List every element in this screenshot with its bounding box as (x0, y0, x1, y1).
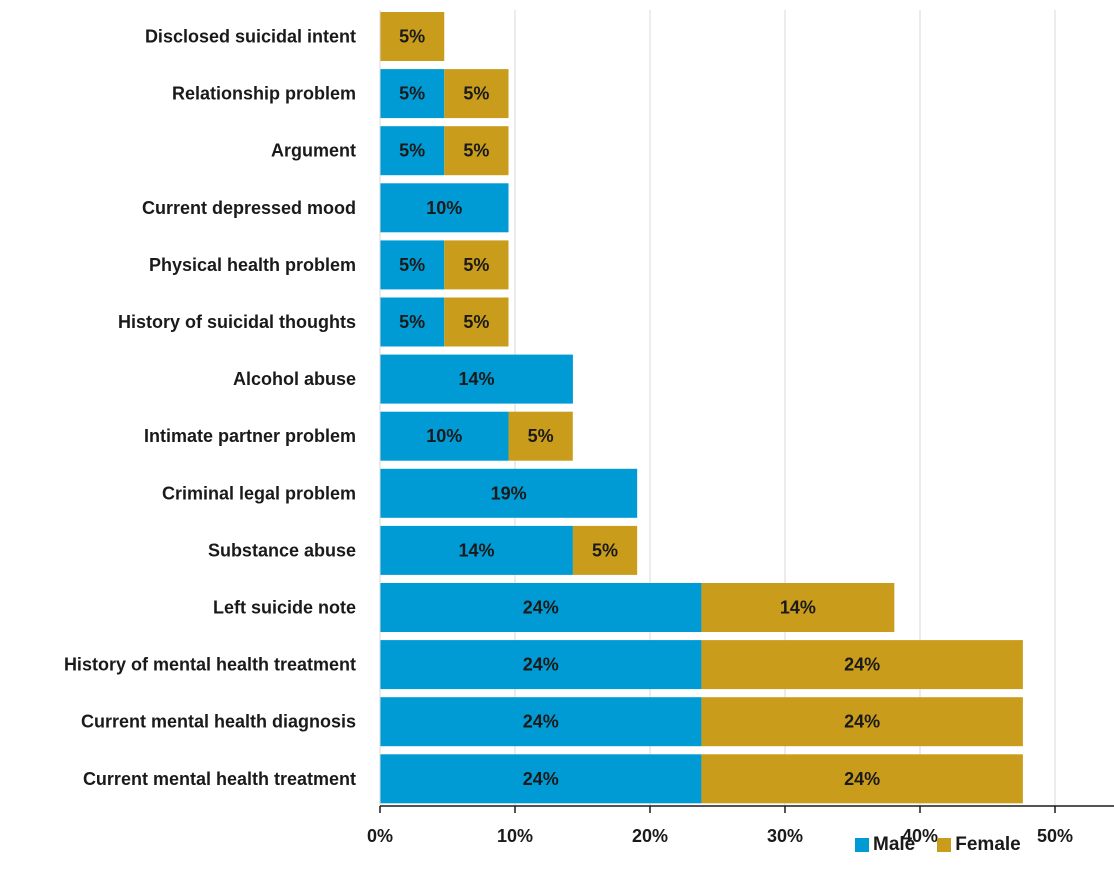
bar-label-male: 24% (523, 712, 559, 732)
legend-label-female: Female (955, 834, 1021, 855)
x-tick-label: 10% (497, 826, 533, 846)
bar-male (380, 697, 702, 747)
x-tick-label: 40% (902, 826, 938, 846)
legend-item-female: Female (937, 834, 1021, 856)
bar-label-male: 5% (399, 141, 425, 161)
bar-label-male: 19% (491, 483, 527, 503)
bar-male (380, 297, 445, 347)
bar-label-female: 24% (844, 712, 880, 732)
bar-label-female: 5% (463, 141, 489, 161)
bar-female (701, 583, 895, 632)
category-label: History of mental health treatment (64, 655, 356, 675)
category-label: Argument (271, 141, 356, 161)
legend-item-male: Male (855, 834, 915, 856)
legend-swatch-male (855, 838, 869, 852)
bar-label-female: 5% (592, 540, 618, 560)
legend-swatch-female (937, 838, 952, 852)
category-label: Substance abuse (208, 540, 356, 560)
bar-female (444, 297, 509, 347)
bar-label-female: 5% (463, 255, 489, 275)
category-label: Current mental health diagnosis (81, 712, 356, 732)
x-tick-label: 0% (367, 826, 393, 846)
x-tick-label: 30% (767, 826, 803, 846)
category-label: Alcohol abuse (233, 369, 356, 389)
bar-label-female: 14% (780, 598, 816, 618)
category-label: Disclosed suicidal intent (145, 27, 356, 47)
bar-male (380, 411, 509, 461)
x-tick-label: 20% (632, 826, 668, 846)
bar-label-female: 5% (528, 426, 554, 446)
bar-male (380, 754, 702, 804)
x-tick-label: 50% (1037, 826, 1073, 846)
bar-label-male: 5% (399, 84, 425, 104)
category-label: Physical health problem (149, 255, 356, 275)
bar-female (380, 12, 445, 61)
bar-label-male: 10% (426, 198, 462, 218)
bar-female (508, 411, 573, 461)
bar-label-female: 5% (463, 312, 489, 332)
bar-male (380, 640, 702, 690)
bar-female (444, 126, 509, 176)
bar-label-male: 24% (523, 769, 559, 789)
category-label: History of suicidal thoughts (118, 312, 356, 332)
bar-female (444, 240, 509, 290)
category-label: Intimate partner problem (144, 426, 356, 446)
bar-label-female: 24% (844, 655, 880, 675)
bar-label-male: 14% (458, 369, 494, 389)
bar-label-male: 24% (523, 598, 559, 618)
chart-legend: Male Female (855, 834, 1021, 856)
bar-female (572, 525, 638, 575)
bar-label-female: 24% (844, 769, 880, 789)
bar-male (380, 240, 445, 290)
bar-female (701, 754, 1023, 804)
category-label: Current mental health treatment (83, 769, 356, 789)
bar-male (380, 126, 445, 176)
category-label: Left suicide note (213, 598, 356, 618)
category-label: Current depressed mood (142, 198, 356, 218)
bar-label-female: 5% (399, 27, 425, 47)
bar-male (380, 468, 638, 518)
bar-male (380, 354, 573, 404)
bar-male (380, 183, 509, 233)
bar-label-male: 5% (399, 312, 425, 332)
bar-male (380, 69, 445, 119)
bar-female (701, 697, 1023, 747)
bar-female (444, 69, 509, 119)
bar-label-male: 5% (399, 255, 425, 275)
bar-female (701, 640, 1023, 690)
bar-label-male: 24% (523, 655, 559, 675)
category-label: Criminal legal problem (162, 483, 356, 503)
legend-label-male: Male (873, 834, 916, 855)
category-label: Relationship problem (172, 84, 356, 104)
bar-male (380, 525, 573, 575)
bar-male (380, 583, 702, 632)
bar-label-female: 5% (463, 84, 489, 104)
bar-label-male: 14% (458, 540, 494, 560)
bar-label-male: 10% (426, 426, 462, 446)
